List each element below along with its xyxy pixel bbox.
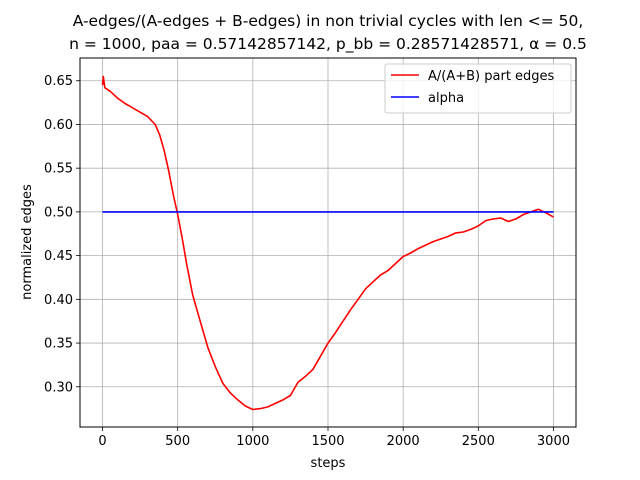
x-tick-label: 3000 [537, 434, 570, 449]
y-tick-label: 0.35 [44, 337, 73, 352]
x-tick-label: 500 [165, 434, 190, 449]
x-axis-label: steps [311, 456, 346, 471]
ticks: 0 500 1000 1500 2000 2500 3000 0.30 0.35 0.40 0.45… [44, 74, 570, 449]
y-axis-label: normalized edges [20, 184, 35, 300]
y-tick-label: 0.50 [44, 205, 73, 220]
chart-title-line-2: n = 1000, paa = 0.57142857142, p_bb = 0.… [69, 35, 587, 54]
x-tick-label: 2000 [387, 434, 420, 449]
x-tick-label: 2500 [462, 434, 495, 449]
series-layer [101, 75, 554, 411]
y-tick-label: 0.40 [44, 293, 73, 308]
series-line-1 [101, 75, 554, 411]
legend-label-series-1: A/(A+B) part edges [428, 69, 555, 84]
x-tick-label: 1500 [311, 434, 344, 449]
x-tick-label: 0 [98, 434, 106, 449]
y-tick-label: 0.60 [44, 118, 73, 133]
y-tick-label: 0.30 [44, 380, 73, 395]
x-tick-label: 1000 [236, 434, 269, 449]
chart-title-line-1: A-edges/(A-edges + B-edges) in non trivi… [73, 12, 584, 30]
legend-label-series-2: alpha [428, 91, 464, 106]
y-tick-label: 0.65 [44, 74, 73, 89]
y-tick-label: 0.45 [44, 249, 73, 264]
legend: A/(A+B) part edges alpha [384, 63, 572, 114]
legend-box [384, 63, 572, 114]
y-tick-label: 0.55 [44, 162, 73, 177]
